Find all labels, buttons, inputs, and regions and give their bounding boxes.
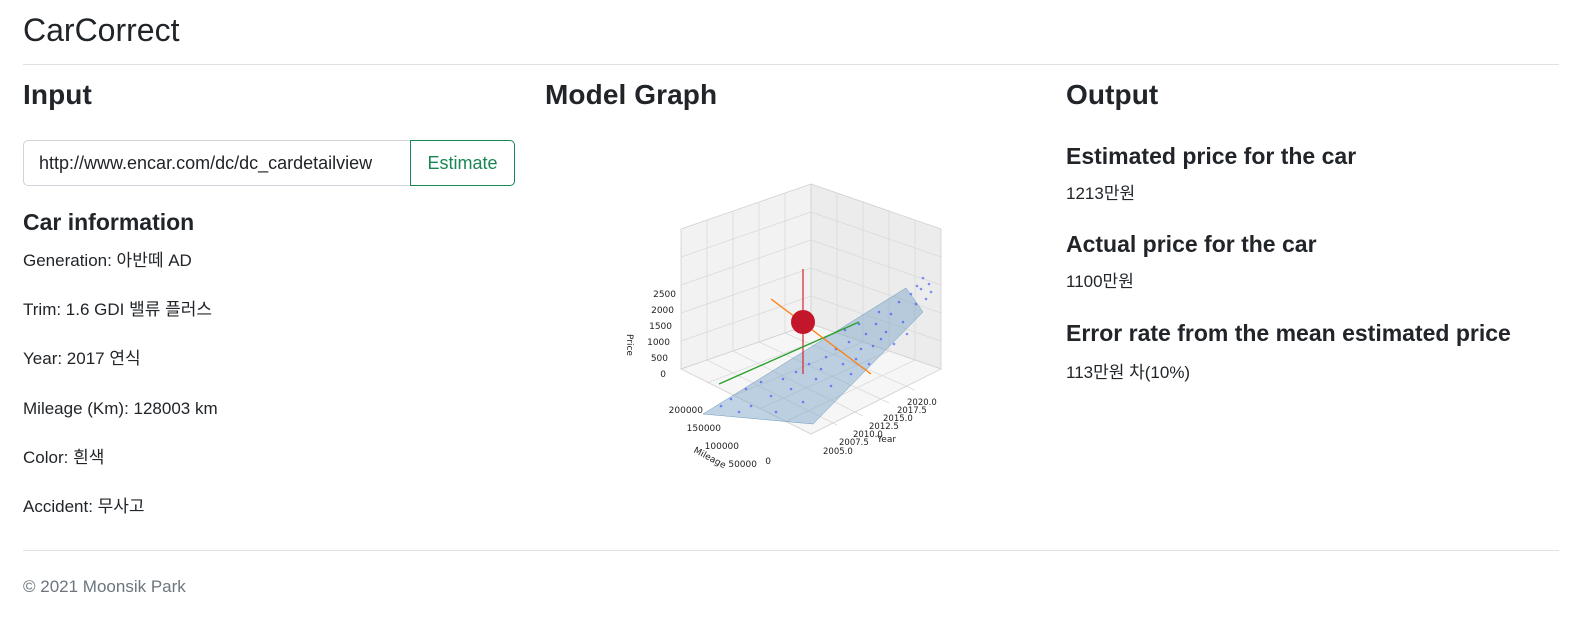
regression-plane (702, 287, 924, 425)
output-column: Output Estimated price for the car 1213만… (1066, 74, 1566, 382)
svg-text:50000: 50000 (728, 460, 757, 470)
estimate-marker (791, 310, 815, 334)
url-input[interactable] (23, 140, 410, 186)
color-text: Color: 흰색 (23, 448, 105, 467)
footer-copyright: © 2021 Moonsik Park (23, 577, 186, 596)
graph-heading: Model Graph (545, 79, 718, 110)
input-heading: Input (23, 79, 92, 110)
svg-text:0: 0 (765, 457, 771, 467)
svg-text:2500: 2500 (653, 290, 676, 300)
estimated-price-value: 1213만원 (1066, 184, 1136, 203)
estimate-button[interactable]: Estimate (410, 140, 515, 186)
svg-text:500: 500 (651, 354, 668, 364)
svg-text:2015.0: 2015.0 (883, 414, 913, 424)
car-info-heading: Car information (23, 209, 195, 235)
svg-text:2005.0: 2005.0 (823, 447, 853, 457)
svg-text:2000: 2000 (651, 306, 674, 316)
svg-text:2010.0: 2010.0 (853, 430, 883, 440)
trim-text: Trim: 1.6 GDI 밸류 플러스 (23, 300, 213, 319)
svg-text:1500: 1500 (649, 322, 672, 332)
footer-divider (23, 550, 1559, 551)
mileage-text: Mileage (Km): 128003 km (23, 399, 218, 418)
year-text: Year: 2017 연식 (23, 349, 141, 368)
app-brand[interactable]: CarCorrect (23, 12, 180, 48)
estimated-price-heading: Estimated price for the car (1066, 143, 1357, 169)
actual-price-heading: Actual price for the car (1066, 231, 1317, 257)
svg-text:200000: 200000 (669, 406, 704, 416)
model-graph: 2500 2000 1500 1000 500 0 Price 200000 1… (611, 174, 951, 474)
input-column: Input Estimate Car information Generatio… (23, 74, 515, 516)
price-axis-ticks: 2500 2000 1500 1000 500 0 (647, 290, 676, 380)
svg-text:2020.0: 2020.0 (907, 398, 937, 408)
svg-text:2007.5: 2007.5 (839, 438, 869, 448)
header-divider (23, 64, 1559, 65)
svg-text:100000: 100000 (705, 442, 740, 452)
error-rate-heading: Error rate from the mean estimated price (1066, 320, 1511, 346)
year-crosshair-line (770, 298, 872, 375)
mileage-crosshair-line (718, 321, 860, 385)
year-axis-ticks: 2020.0 2017.5 2015.0 2012.5 2010.0 2007.… (823, 398, 937, 457)
year-axis-label: Year (876, 435, 896, 445)
data-points (719, 276, 933, 414)
output-heading: Output (1066, 79, 1159, 110)
svg-text:150000: 150000 (687, 424, 722, 434)
svg-text:1000: 1000 (647, 338, 670, 348)
accident-text: Accident: 무사고 (23, 497, 145, 516)
svg-text:2017.5: 2017.5 (897, 406, 927, 416)
mileage-axis-ticks: 200000 150000 100000 50000 0 (669, 406, 772, 470)
url-input-group: Estimate (23, 140, 515, 186)
error-rate-value: 113만원 차(10%) (1066, 363, 1191, 382)
svg-text:0: 0 (660, 370, 666, 380)
actual-price-value: 1100만원 (1066, 272, 1134, 291)
price-axis-label: Price (624, 334, 634, 356)
model-graph-svg: 2500 2000 1500 1000 500 0 Price 200000 1… (624, 183, 943, 471)
graph-column: Model Graph (545, 74, 1037, 471)
svg-text:2012.5: 2012.5 (869, 422, 899, 432)
generation-text: Generation: 아반떼 AD (23, 251, 192, 270)
